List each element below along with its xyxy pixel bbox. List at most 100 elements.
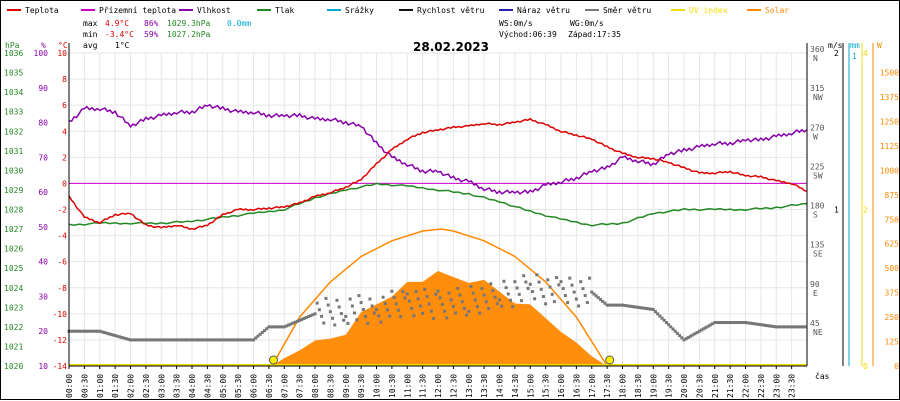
wind-dir-point (109, 332, 113, 336)
wind-dir-point (801, 325, 805, 329)
time-tick-label: 14:30 (511, 374, 520, 398)
wind-dir-point (197, 338, 201, 342)
wind-dir-point (144, 338, 148, 342)
wind-dir-point (385, 308, 389, 312)
wind-dir-point (320, 314, 324, 318)
wind-dir-point (629, 304, 633, 308)
time-tick-label: 04:00 (188, 374, 197, 398)
wind-dir-point (188, 338, 192, 342)
time-tick-label: 23:00 (772, 374, 781, 398)
wind-dir-point (460, 300, 464, 304)
wind-dir-point (93, 329, 97, 333)
tick-pressure: 1030 (4, 166, 23, 175)
wind-dir-point (653, 310, 657, 314)
wind-dir-point (440, 303, 444, 307)
wind-dir-point (262, 329, 266, 333)
wind-dir-point (227, 338, 231, 342)
solar-area (271, 271, 608, 366)
time-tick-label: 08:00 (311, 374, 320, 398)
wind-dir-point (750, 321, 754, 325)
wind-dir-point (280, 325, 284, 329)
wind-dir-point (208, 338, 212, 342)
tick-wind-dir-label: N (813, 54, 818, 63)
tick-wind-dir: 315 (810, 84, 825, 93)
wind-dir-point (798, 325, 802, 329)
tick-wind-dir-label: SE (813, 250, 823, 259)
wind-dir-point (78, 329, 82, 333)
wind-dir-point (410, 306, 414, 310)
legend-label-1: Přízemní teplota (99, 6, 176, 15)
tick-humidity: 50 (38, 223, 48, 232)
tick-solar: 375 (885, 289, 900, 298)
wind-dir-point (660, 316, 664, 320)
time-tick-label: 18:00 (619, 374, 628, 398)
wind-dir-point (649, 307, 653, 311)
tick-pressure: 1035 (4, 69, 23, 78)
wind-dir-point (535, 273, 539, 277)
wind-dir-point (377, 314, 381, 318)
wind-dir-point (590, 290, 594, 294)
tick-wind-dir-label: W (813, 132, 818, 141)
tick-temperature: -14 (53, 362, 68, 371)
time-tick-label: 11:00 (403, 374, 412, 398)
wind-dir-point (306, 315, 310, 319)
wind-dir-point (80, 329, 84, 333)
wind-dir-point (561, 287, 565, 291)
legend-label-3: Tlak (275, 6, 294, 15)
wind-dir-point (651, 307, 655, 311)
wind-dir-point (522, 274, 526, 278)
wind-dir-point (194, 338, 198, 342)
humidity-line (68, 103, 808, 195)
wind-dir-point (487, 306, 491, 310)
wind-dir-point (614, 303, 618, 307)
time-tick-label: 16:30 (572, 374, 581, 398)
wind-dir-point (454, 311, 458, 315)
wind-dir-point (225, 338, 229, 342)
wind-dir-point (451, 304, 455, 308)
wind-dir-point (691, 333, 695, 337)
wind-dir-point (456, 286, 460, 290)
wind-dir-point (214, 338, 218, 342)
tick-wind-dir-label: SW (813, 171, 823, 180)
time-tick-label: 00:00 (65, 374, 74, 398)
wind-dir-point (335, 298, 339, 302)
wind-dir-point (416, 297, 420, 301)
wind-dir-point (249, 338, 253, 342)
wind-dir-point (779, 325, 783, 329)
chart-title: 28.02.2023 (413, 40, 489, 54)
tick-pressure: 1033 (4, 108, 23, 117)
wind-dir-point (199, 338, 203, 342)
wind-dir-point (71, 329, 75, 333)
wind-dir-point (113, 334, 117, 338)
wind-dir-point (322, 321, 326, 325)
time-tick-label: 10:00 (373, 374, 382, 398)
wind-dir-point (85, 329, 89, 333)
wind-dir-point (69, 329, 73, 333)
tick-pressure: 1026 (4, 245, 23, 254)
wind-dir-point (563, 294, 567, 298)
wind-dir-point (89, 329, 93, 333)
wind-dir-point (436, 289, 440, 293)
wind-dir-point (324, 296, 328, 300)
wind-dir-point (669, 325, 673, 329)
wind-dir-point (100, 330, 104, 334)
wind-dir-point (405, 292, 409, 296)
time-tick-label: 05:00 (219, 374, 228, 398)
tick-pressure: 1021 (4, 342, 23, 351)
tick-solar: 750 (885, 215, 900, 224)
unit-ms: m/s (828, 41, 843, 50)
wind-dir-point (146, 338, 150, 342)
stat-min-press: 1027.2hPa (167, 30, 211, 39)
time-tick-label: 06:30 (265, 374, 274, 398)
wind-dir-point (465, 313, 469, 317)
tick-temperature: -2 (57, 206, 67, 215)
wind-dir-point (223, 338, 227, 342)
tick-pressure: 1032 (4, 127, 23, 136)
tick-uv: 0 (863, 362, 868, 371)
wind-dir-point (219, 338, 223, 342)
wind-dir-point (717, 321, 721, 325)
wind-dir-point (155, 338, 159, 342)
time-tick-label: 04:30 (203, 374, 212, 398)
wind-dir-point (781, 325, 785, 329)
wind-dir-point (748, 321, 752, 325)
